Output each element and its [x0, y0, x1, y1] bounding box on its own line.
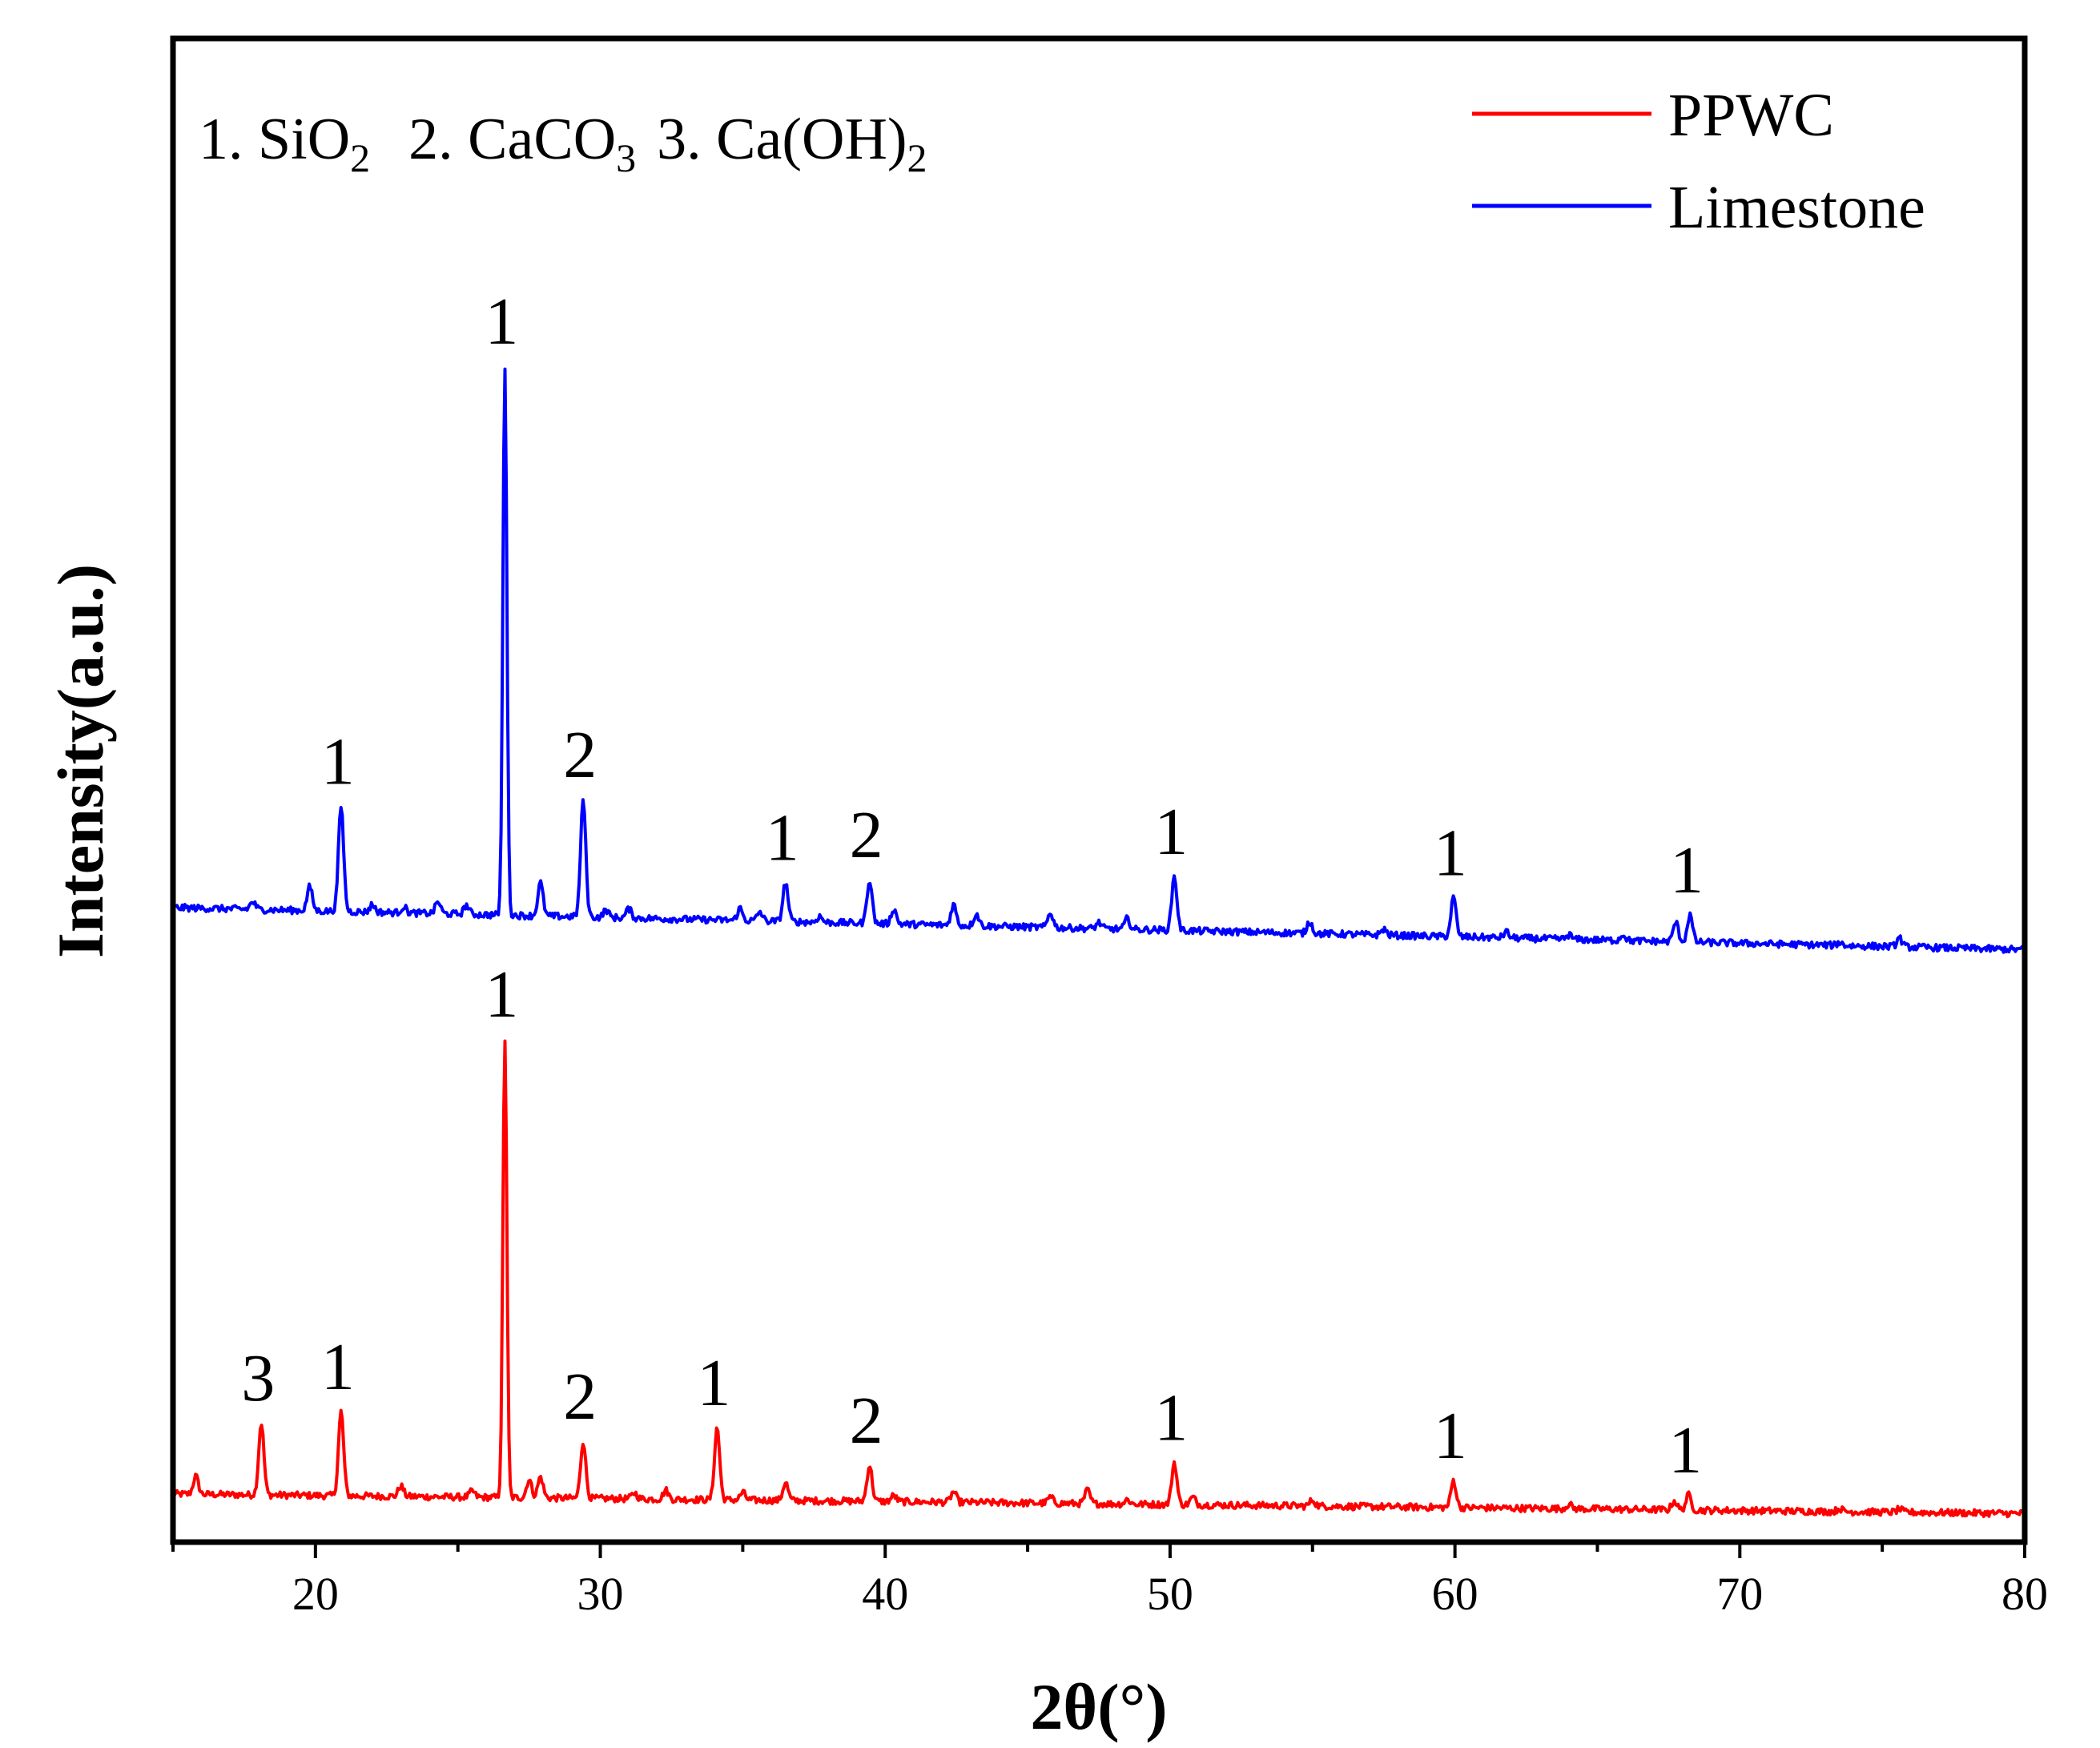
series-line-ppwc [171, 1039, 2026, 1519]
peak-label: 1 [1434, 1399, 1467, 1473]
phase-annotation: 1. SiO2 2. CaCO3 3. Ca(OH)2 [199, 107, 927, 180]
x-tick-label: 30 [577, 1568, 624, 1620]
x-axis-title: 2θ(°) [1030, 1670, 1167, 1743]
peak-label: 2 [563, 1359, 597, 1434]
peak-label: 3 [241, 1341, 275, 1416]
peak-label: 1 [321, 1330, 355, 1404]
peak-label: 1 [1670, 833, 1704, 908]
x-tick-label: 40 [862, 1568, 908, 1620]
peak-label: 2 [850, 798, 883, 872]
phase-item-3-subscript: 2 [907, 135, 927, 180]
x-axis-ticks: 20 30 40 50 60 70 80 [171, 1542, 2048, 1620]
phase-item-2-subscript: 3 [616, 135, 636, 180]
peak-label: 1 [485, 957, 518, 1032]
legend-label-ppwc: PPWC [1668, 82, 1834, 149]
peak-label: 1 [321, 724, 355, 799]
peak-label: 1 [1154, 1381, 1188, 1456]
peak-label: 2 [850, 1383, 883, 1458]
legend-label-limestone: Limestone [1668, 174, 1925, 241]
series-line-limestone [171, 367, 2026, 954]
peak-label: 1 [1434, 816, 1467, 890]
x-tick-label: 80 [2001, 1568, 2048, 1620]
phase-item-3: 3. Ca(OH) [657, 107, 907, 172]
x-tick-label: 70 [1716, 1568, 1763, 1620]
peak-label: 1 [1668, 1413, 1702, 1488]
legend: PPWC Limestone [1472, 82, 1925, 241]
y-axis-title: Intensity(a.u.) [44, 564, 117, 958]
phase-item-1: 1. SiO [199, 107, 350, 172]
peak-label: 1 [697, 1346, 730, 1420]
x-tick-label: 60 [1432, 1568, 1478, 1620]
plot-frame [170, 35, 2028, 1545]
series-layer [171, 367, 2026, 1519]
peak-label: 1 [1154, 795, 1188, 869]
x-tick-label: 50 [1147, 1568, 1193, 1620]
peak-label: 2 [563, 718, 597, 792]
phase-item-1-subscript: 2 [350, 135, 370, 180]
peak-label: 1 [766, 800, 799, 875]
x-tick-label: 20 [292, 1568, 339, 1620]
peak-label: 1 [485, 284, 518, 359]
phase-item-2: 2. CaCO [408, 107, 616, 172]
